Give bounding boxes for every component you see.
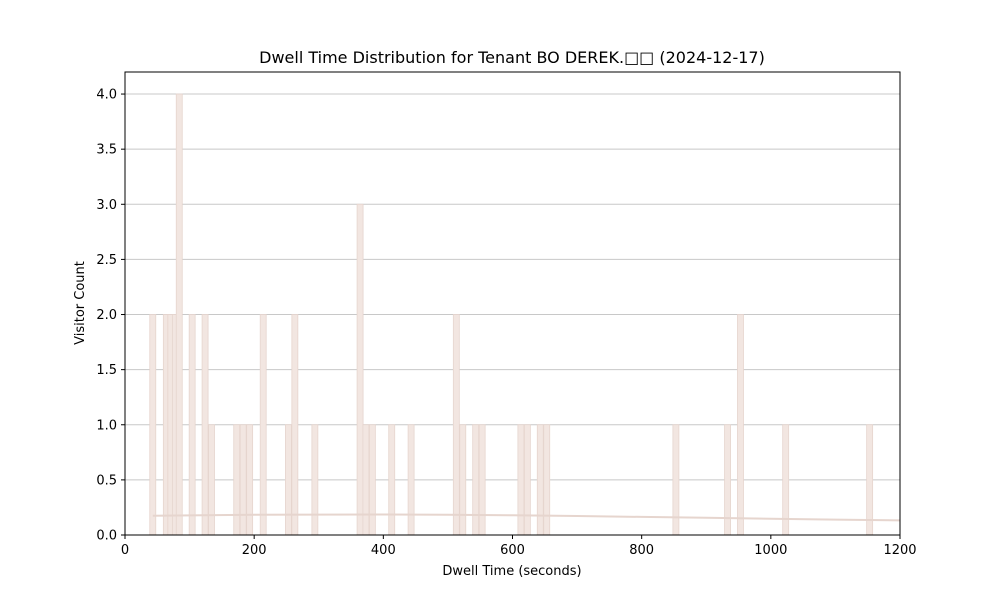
histogram-bar: [239, 424, 247, 536]
histogram-bar: [246, 424, 254, 536]
x-tick-label: 1000: [754, 543, 787, 558]
y-tick-label: 1.5: [96, 363, 117, 378]
histogram-bar: [388, 424, 396, 536]
y-tick-label: 4.0: [96, 88, 117, 103]
histogram-bar: [543, 424, 551, 536]
histogram-bar: [672, 424, 680, 536]
histogram-bar: [208, 424, 215, 536]
x-tick-label: 200: [242, 543, 267, 558]
histogram-bar: [175, 93, 183, 536]
x-tick-label: 600: [500, 543, 525, 558]
histogram-bar: [452, 314, 460, 536]
histogram-bar: [149, 314, 157, 536]
histogram-bar: [459, 424, 467, 536]
histogram-bar: [536, 424, 544, 536]
histogram-bar: [284, 424, 292, 536]
histogram-bar: [188, 314, 196, 536]
chart-title: Dwell Time Distribution for Tenant BO DE…: [259, 48, 765, 67]
y-tick-label: 3.0: [96, 198, 117, 213]
histogram-bar: [356, 203, 364, 536]
x-axis-ticks: 0 200 400 600 800 1000 1200: [121, 535, 917, 558]
y-axis-ticks: 0.0 0.5 1.0 1.5 2.0 2.5 3.0 3.5 4.0: [96, 88, 125, 544]
histogram-bar: [523, 424, 531, 536]
y-axis-label: Visitor Count: [73, 261, 88, 345]
histogram-bar: [259, 314, 267, 536]
histogram-bar: [362, 424, 370, 536]
x-tick-label: 800: [629, 543, 654, 558]
histogram-bar: [866, 424, 874, 536]
density-curve: [152, 513, 901, 522]
histogram-bar: [478, 424, 486, 536]
histogram-bar: [291, 314, 299, 536]
y-tick-label: 1.0: [96, 418, 117, 433]
x-axis-label: Dwell Time (seconds): [442, 564, 581, 579]
histogram-bar: [737, 314, 744, 536]
y-tick-label: 2.0: [96, 308, 117, 323]
y-tick-label: 3.5: [96, 143, 117, 158]
bars: [149, 93, 874, 536]
x-tick-label: 1200: [883, 543, 916, 558]
x-tick-label: 400: [371, 543, 396, 558]
histogram-bar: [517, 424, 525, 536]
histogram-bar: [368, 424, 376, 536]
histogram-bar: [201, 314, 209, 536]
y-tick-label: 0.0: [96, 529, 117, 544]
y-tick-label: 2.5: [96, 253, 117, 268]
histogram-bar: [233, 424, 241, 536]
y-tick-label: 0.5: [96, 473, 117, 488]
histogram-bar: [311, 424, 319, 536]
histogram-bar: [407, 424, 415, 536]
histogram-bar: [472, 424, 480, 536]
x-tick-label: 0: [121, 543, 129, 558]
